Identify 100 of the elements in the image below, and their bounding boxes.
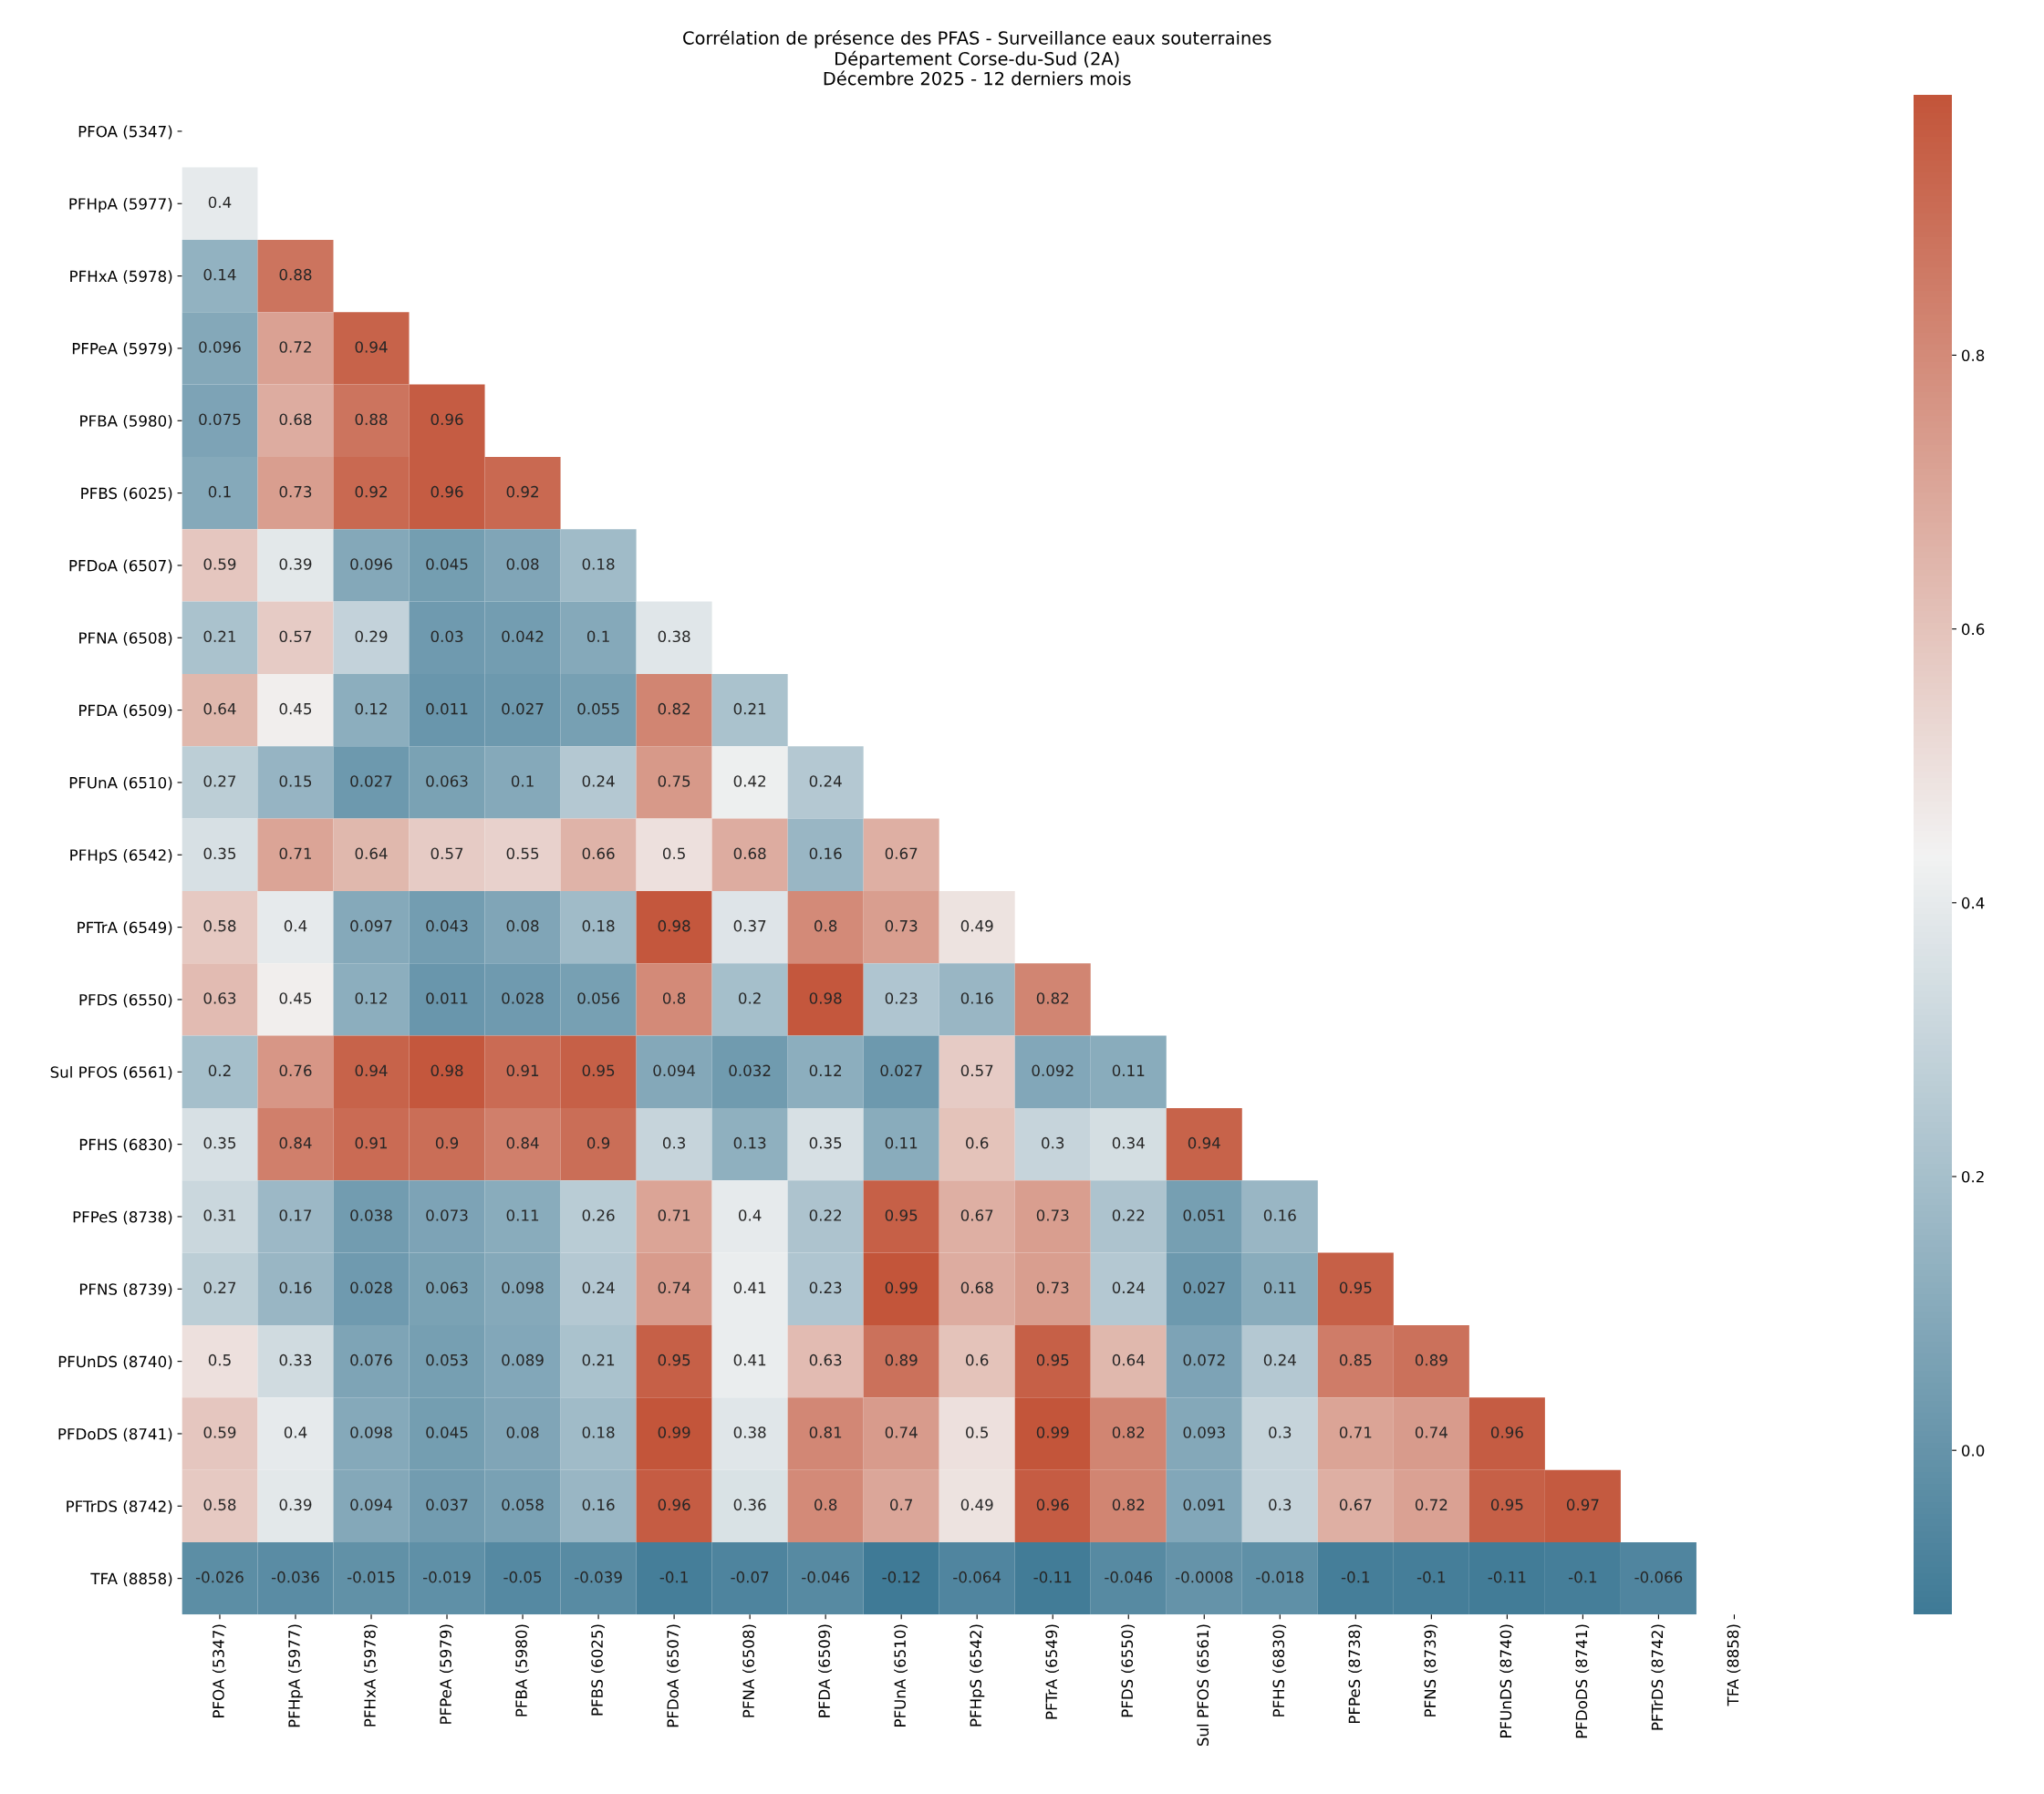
y-tick-label: PFHS (6830) <box>79 1138 172 1153</box>
data-label: 0.11 <box>1263 1281 1296 1294</box>
x-tick-label: PFBS (6025) <box>591 1624 605 1716</box>
data-label: -0.026 <box>195 1571 244 1583</box>
x-tick-label: PFUnA (6510) <box>894 1624 908 1727</box>
data-label: 0.98 <box>809 992 842 1004</box>
x-tick-label: PFHpA (5977) <box>287 1624 304 1727</box>
data-label: -0.036 <box>271 1571 319 1583</box>
data-label: 0.24 <box>1112 1281 1145 1294</box>
data-label: 0.89 <box>885 1353 918 1366</box>
data-label: 0.73 <box>885 919 918 932</box>
x-tick-label: PFUnDS (8740) <box>1499 1624 1514 1737</box>
data-label: 0.38 <box>733 1426 766 1438</box>
data-label: 0.12 <box>809 1064 842 1077</box>
data-label: 0.64 <box>203 702 236 715</box>
data-label: 0.82 <box>1112 1498 1145 1511</box>
data-label: 0.037 <box>426 1498 468 1511</box>
data-label: 0.29 <box>355 630 388 643</box>
data-label: -0.046 <box>802 1571 849 1583</box>
y-tick-label: PFTrA (6549) <box>78 921 172 936</box>
data-label: 0.95 <box>885 1209 918 1221</box>
data-label: -0.1 <box>1416 1571 1446 1583</box>
data-label: 0.073 <box>426 1209 468 1221</box>
x-tick-label: Sul PFOS (6561) <box>1197 1624 1211 1747</box>
x-tick-label: PFDoA (6507) <box>667 1624 680 1727</box>
data-label: 0.094 <box>350 1498 392 1511</box>
data-label: 0.08 <box>506 558 539 570</box>
y-tick-label: PFNA (6508) <box>79 631 172 646</box>
data-label: 0.2 <box>208 1064 231 1077</box>
x-tick-label: PFTrDS (8742) <box>1651 1624 1665 1730</box>
data-label: 0.39 <box>279 1498 312 1511</box>
data-label: 0.21 <box>733 702 766 715</box>
y-tick-label: PFTrDS (8742) <box>67 1499 172 1514</box>
data-label: 0.31 <box>203 1209 235 1221</box>
data-label: 0.64 <box>355 847 388 860</box>
data-label: 0.84 <box>506 1136 539 1149</box>
data-label: 0.08 <box>506 919 539 932</box>
data-label: 0.27 <box>203 775 236 787</box>
data-label: 0.71 <box>279 847 311 860</box>
x-tick-label: PFHxA (5978) <box>363 1624 378 1727</box>
y-tick-label: PFBS (6025) <box>81 487 172 502</box>
data-label: 0.045 <box>426 1426 468 1438</box>
data-label: 0.95 <box>658 1353 690 1366</box>
data-label: 0.45 <box>279 702 312 715</box>
data-label: 0.68 <box>733 847 766 860</box>
x-tick-label: PFPeA (5979) <box>439 1624 453 1724</box>
data-label: 0.95 <box>1490 1498 1523 1511</box>
data-label: 0.95 <box>1036 1353 1069 1366</box>
data-label: 0.59 <box>203 1426 236 1438</box>
data-label: 0.35 <box>203 1136 236 1149</box>
data-label: 0.92 <box>506 485 538 498</box>
data-label: 0.74 <box>885 1426 918 1438</box>
x-tick-label: PFNS (8739) <box>1424 1624 1438 1716</box>
data-label: 0.076 <box>350 1353 392 1366</box>
data-label: 0.038 <box>350 1209 392 1221</box>
y-tick-label: Sul PFOS (6561) <box>50 1065 172 1080</box>
y-tick-label: PFHxA (5978) <box>70 270 172 285</box>
data-label: 0.027 <box>350 775 392 787</box>
data-label: 0.76 <box>279 1064 312 1077</box>
data-label: 0.072 <box>1183 1353 1225 1366</box>
y-tick-label: PFBA (5980) <box>80 414 172 429</box>
data-label: 0.14 <box>203 268 236 281</box>
data-label: 0.35 <box>809 1136 842 1149</box>
data-label: -0.015 <box>347 1571 395 1583</box>
data-label: 0.58 <box>203 919 236 932</box>
data-label: 0.94 <box>1188 1136 1220 1149</box>
data-label: 0.88 <box>279 268 312 281</box>
data-label: 0.16 <box>1263 1209 1296 1221</box>
data-label: 0.098 <box>350 1426 392 1438</box>
data-label: 0.74 <box>1415 1426 1447 1438</box>
data-label: 0.98 <box>431 1064 463 1077</box>
data-label: 0.4 <box>208 196 232 209</box>
data-label: 0.2 <box>738 992 761 1004</box>
data-label: 0.96 <box>431 485 463 498</box>
data-label: 0.11 <box>506 1209 539 1221</box>
x-tick-label: PFTrA (6549) <box>1045 1624 1060 1719</box>
data-label: 0.5 <box>966 1426 988 1438</box>
data-label: 0.098 <box>502 1281 544 1294</box>
y-tick-label: PFHpS (6542) <box>70 848 172 865</box>
data-label: 0.97 <box>1566 1498 1599 1511</box>
data-label: 0.64 <box>1112 1353 1145 1366</box>
data-label: 0.35 <box>203 847 236 860</box>
data-label: 0.57 <box>431 847 463 860</box>
data-label: 0.094 <box>653 1064 696 1077</box>
data-label: 0.053 <box>426 1353 468 1366</box>
y-tick-label: PFPeA (5979) <box>72 342 172 357</box>
data-label: -0.11 <box>1488 1571 1526 1583</box>
data-label: 0.71 <box>1339 1426 1372 1438</box>
data-label: -0.07 <box>731 1571 769 1583</box>
y-tick-label: PFDoA (6507) <box>69 559 172 574</box>
data-label: 0.23 <box>885 992 918 1004</box>
data-label: 0.18 <box>582 919 615 932</box>
data-label: 0.22 <box>809 1209 842 1221</box>
data-label: 0.045 <box>426 558 468 570</box>
data-label: 0.81 <box>809 1426 842 1438</box>
data-label: 0.4 <box>284 919 307 932</box>
data-label: 0.26 <box>582 1209 615 1221</box>
data-label: 0.57 <box>960 1064 993 1077</box>
data-label: 0.11 <box>885 1136 918 1149</box>
data-label: 0.38 <box>658 630 690 643</box>
